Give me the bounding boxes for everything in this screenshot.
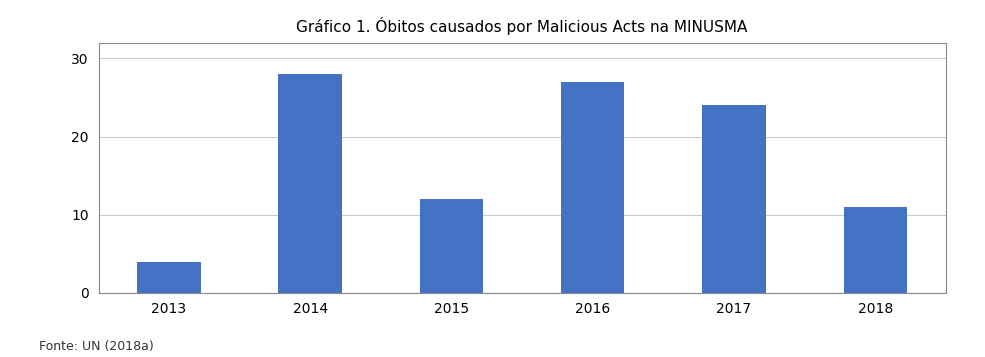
Bar xyxy=(843,207,907,293)
Bar xyxy=(702,105,765,293)
Bar xyxy=(137,261,201,293)
Bar xyxy=(560,82,624,293)
Bar xyxy=(420,199,484,293)
Text: Fonte: UN (2018a): Fonte: UN (2018a) xyxy=(39,341,154,353)
Title: Gráfico 1. Óbitos causados por Malicious Acts na MINUSMA: Gráfico 1. Óbitos causados por Malicious… xyxy=(296,17,748,35)
Bar xyxy=(279,74,342,293)
